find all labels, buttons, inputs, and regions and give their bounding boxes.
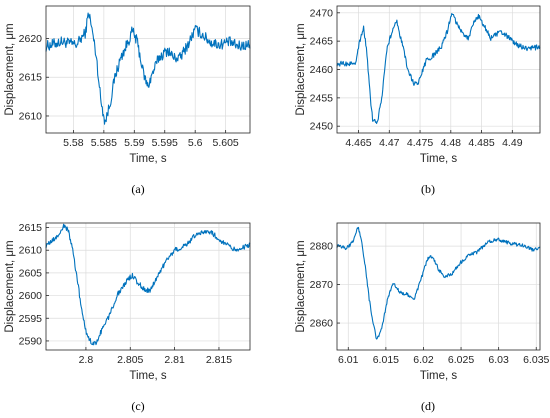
plot-frame [45, 5, 251, 134]
x-tick-label: 2.8 [79, 354, 94, 366]
x-tick-label: 6.015 [373, 354, 399, 366]
x-tick-label: 6.025 [448, 354, 474, 366]
y-tick-label: 2605 [19, 267, 43, 279]
x-tick-label: 5.58 [63, 137, 84, 149]
y-tick-label: 2610 [19, 110, 43, 122]
plot-frame [45, 222, 251, 351]
x-tick-label: 4.475 [407, 137, 433, 149]
x-tick-label: 5.59 [124, 137, 145, 149]
y-axis-label: Displacement, μm [295, 240, 307, 332]
x-tick-label: 5.6 [188, 137, 203, 149]
y-tick-label: 2870 [310, 279, 334, 291]
y-axis-label: Displacement, μm [295, 23, 307, 115]
chart-c: 2.8 2.805 2.81 2.815 2590 2595 2600 2605 2610 261… [4, 222, 251, 413]
y-axis-label: Displacement, μm [4, 23, 16, 115]
y-tick-label: 2460 [310, 64, 334, 76]
panel-caption: (b) [421, 182, 435, 196]
data-line [45, 223, 251, 346]
x-tick-label: 4.49 [502, 137, 523, 149]
x-tick-label: 5.595 [152, 137, 178, 149]
panel-caption: (d) [421, 399, 435, 413]
chart-b: 4.465 4.47 4.475 4.48 4.485 4.49 2450 2455 2460 2… [295, 5, 541, 196]
chart-d: 6.01 6.015 6.02 6.025 6.03 6.035 2860 2870 2880 T… [295, 222, 550, 413]
y-tick-label: 2610 [19, 245, 43, 257]
x-tick-label: 6.03 [488, 354, 509, 366]
y-tick-label: 2595 [19, 313, 43, 325]
x-axis-label: Time, s [420, 370, 458, 382]
x-tick-label: 2.805 [117, 354, 143, 366]
x-tick-label: 4.47 [379, 137, 400, 149]
x-tick-label: 4.48 [441, 137, 462, 149]
x-tick-label: 6.035 [523, 354, 549, 366]
x-tick-label: 5.605 [213, 137, 239, 149]
x-tick-label: 5.585 [91, 137, 117, 149]
x-axis-label: Time, s [420, 153, 458, 165]
y-tick-label: 2470 [310, 7, 334, 19]
x-tick-label: 2.81 [164, 354, 185, 366]
y-tick-label: 2615 [19, 72, 43, 84]
x-tick-label: 4.485 [468, 137, 494, 149]
data-line [336, 12, 541, 125]
x-axis-label: Time, s [129, 153, 167, 165]
y-tick-label: 2455 [310, 92, 334, 104]
data-line [336, 226, 541, 340]
y-tick-label: 2860 [310, 318, 334, 330]
y-tick-label: 2590 [19, 335, 43, 347]
data-line [45, 12, 251, 125]
x-tick-label: 6.01 [338, 354, 359, 366]
y-tick-label: 2615 [19, 222, 43, 234]
panel-caption: (a) [131, 182, 144, 196]
x-tick-label: 6.02 [413, 354, 434, 366]
y-tick-label: 2620 [19, 33, 43, 45]
plot-frame [336, 222, 541, 351]
x-tick-label: 4.465 [345, 137, 371, 149]
y-tick-label: 2600 [19, 290, 43, 302]
chart-a: 5.58 5.585 5.59 5.595 5.6 5.605 2610 2615 2620 Ti… [4, 5, 251, 196]
y-tick-label: 2465 [310, 36, 334, 48]
x-tick-label: 2.815 [206, 354, 232, 366]
x-axis-label: Time, s [129, 370, 167, 382]
panel-caption: (c) [131, 399, 144, 413]
y-tick-label: 2450 [310, 121, 334, 133]
y-axis-label: Displacement, μm [4, 240, 16, 332]
y-tick-label: 2880 [310, 241, 334, 253]
